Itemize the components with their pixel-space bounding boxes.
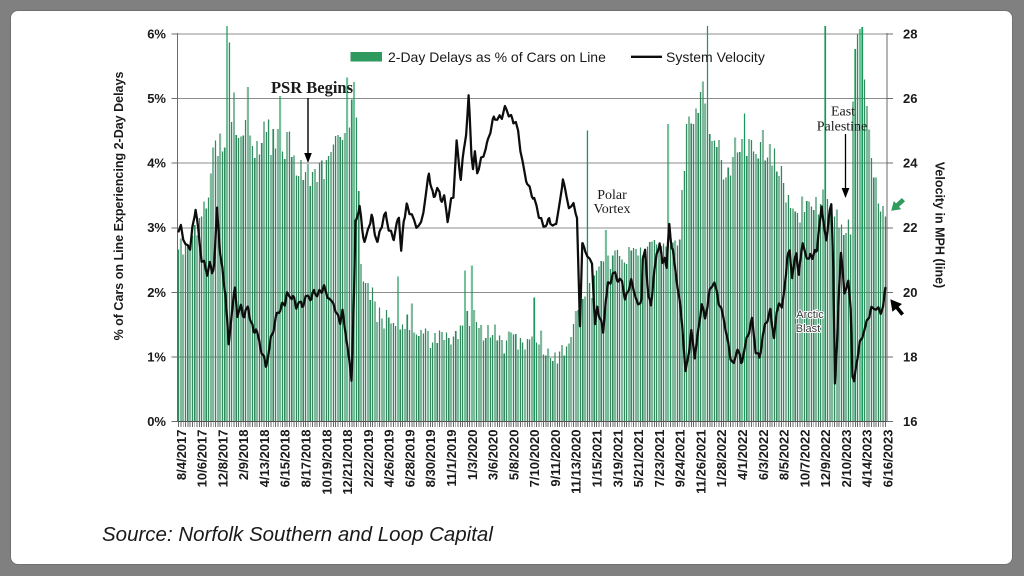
svg-text:2/22/2019: 2/22/2019 xyxy=(361,430,376,488)
svg-text:24: 24 xyxy=(903,156,918,171)
svg-text:Palestine: Palestine xyxy=(817,120,868,135)
svg-text:2/10/2023: 2/10/2023 xyxy=(839,430,854,488)
svg-text:11/26/2021: 11/26/2021 xyxy=(693,430,708,494)
svg-text:1/28/2022: 1/28/2022 xyxy=(714,430,729,488)
svg-text:Vortex: Vortex xyxy=(593,202,630,217)
svg-text:16: 16 xyxy=(903,414,917,429)
svg-text:Velocity in MPH (line): Velocity in MPH (line) xyxy=(933,162,947,288)
svg-text:1/15/2021: 1/15/2021 xyxy=(590,430,605,488)
svg-text:9/24/2021: 9/24/2021 xyxy=(673,430,688,488)
svg-text:10/7/2022: 10/7/2022 xyxy=(797,430,812,488)
svg-text:18: 18 xyxy=(903,349,917,364)
svg-text:PSR Begins: PSR Begins xyxy=(271,78,354,97)
svg-text:9/11/2020: 9/11/2020 xyxy=(548,430,563,487)
svg-text:3/6/2020: 3/6/2020 xyxy=(486,429,501,480)
svg-text:7/23/2021: 7/23/2021 xyxy=(652,430,667,488)
svg-text:12/21/2018: 12/21/2018 xyxy=(340,430,355,495)
svg-text:1%: 1% xyxy=(147,349,166,364)
svg-text:1/3/2020: 1/3/2020 xyxy=(465,430,480,481)
svg-text:East: East xyxy=(831,105,855,120)
svg-text:8/30/2019: 8/30/2019 xyxy=(423,430,438,488)
svg-text:8/17/2018: 8/17/2018 xyxy=(299,430,314,488)
svg-text:12/8/2017: 12/8/2017 xyxy=(215,430,230,488)
svg-text:20: 20 xyxy=(903,285,917,300)
svg-text:Polar: Polar xyxy=(597,188,627,203)
svg-text:6/3/2022: 6/3/2022 xyxy=(756,430,771,481)
svg-text:4%: 4% xyxy=(147,156,166,171)
svg-text:System Velocity: System Velocity xyxy=(666,49,765,65)
svg-text:7/10/2020: 7/10/2020 xyxy=(527,430,542,488)
svg-text:28: 28 xyxy=(903,27,917,42)
svg-text:10/6/2017: 10/6/2017 xyxy=(195,430,210,488)
svg-text:26: 26 xyxy=(903,91,917,106)
svg-text:11/1/2019: 11/1/2019 xyxy=(444,430,459,487)
svg-text:4/1/2022: 4/1/2022 xyxy=(735,430,750,481)
svg-text:2%: 2% xyxy=(147,285,166,300)
svg-text:3%: 3% xyxy=(147,220,166,235)
svg-text:3/19/2021: 3/19/2021 xyxy=(610,430,625,488)
svg-text:2-Day Delays as % of Cars on L: 2-Day Delays as % of Cars on Line xyxy=(388,49,606,65)
svg-text:6/16/2023: 6/16/2023 xyxy=(881,430,896,488)
svg-text:Source: Norfolk Southern and L: Source: Norfolk Southern and Loop Capita… xyxy=(102,523,494,546)
svg-text:6/15/2018: 6/15/2018 xyxy=(278,430,293,488)
svg-text:11/13/2020: 11/13/2020 xyxy=(569,430,584,494)
svg-text:4/14/2023: 4/14/2023 xyxy=(860,430,875,488)
svg-text:0%: 0% xyxy=(147,414,166,429)
svg-text:8/4/2017: 8/4/2017 xyxy=(174,430,189,481)
svg-text:5/21/2021: 5/21/2021 xyxy=(631,430,646,488)
svg-text:2/9/2018: 2/9/2018 xyxy=(236,430,251,481)
svg-text:Arctic: Arctic xyxy=(796,309,824,321)
svg-text:12/9/2022: 12/9/2022 xyxy=(818,430,833,488)
svg-text:5%: 5% xyxy=(147,91,166,106)
svg-text:5/8/2020: 5/8/2020 xyxy=(506,430,521,481)
svg-text:8/5/2022: 8/5/2022 xyxy=(777,430,792,481)
svg-text:Blast: Blast xyxy=(796,323,820,335)
svg-text:4/13/2018: 4/13/2018 xyxy=(257,430,272,488)
svg-text:4/26/2019: 4/26/2019 xyxy=(382,430,397,488)
svg-text:10/19/2018: 10/19/2018 xyxy=(319,430,334,495)
svg-text:22: 22 xyxy=(903,220,917,235)
svg-text:6/28/2019: 6/28/2019 xyxy=(402,430,417,488)
svg-text:% of Cars on Line Experiencing: % of Cars on Line Experiencing 2-Day Del… xyxy=(112,72,126,341)
svg-text:6%: 6% xyxy=(147,27,166,42)
